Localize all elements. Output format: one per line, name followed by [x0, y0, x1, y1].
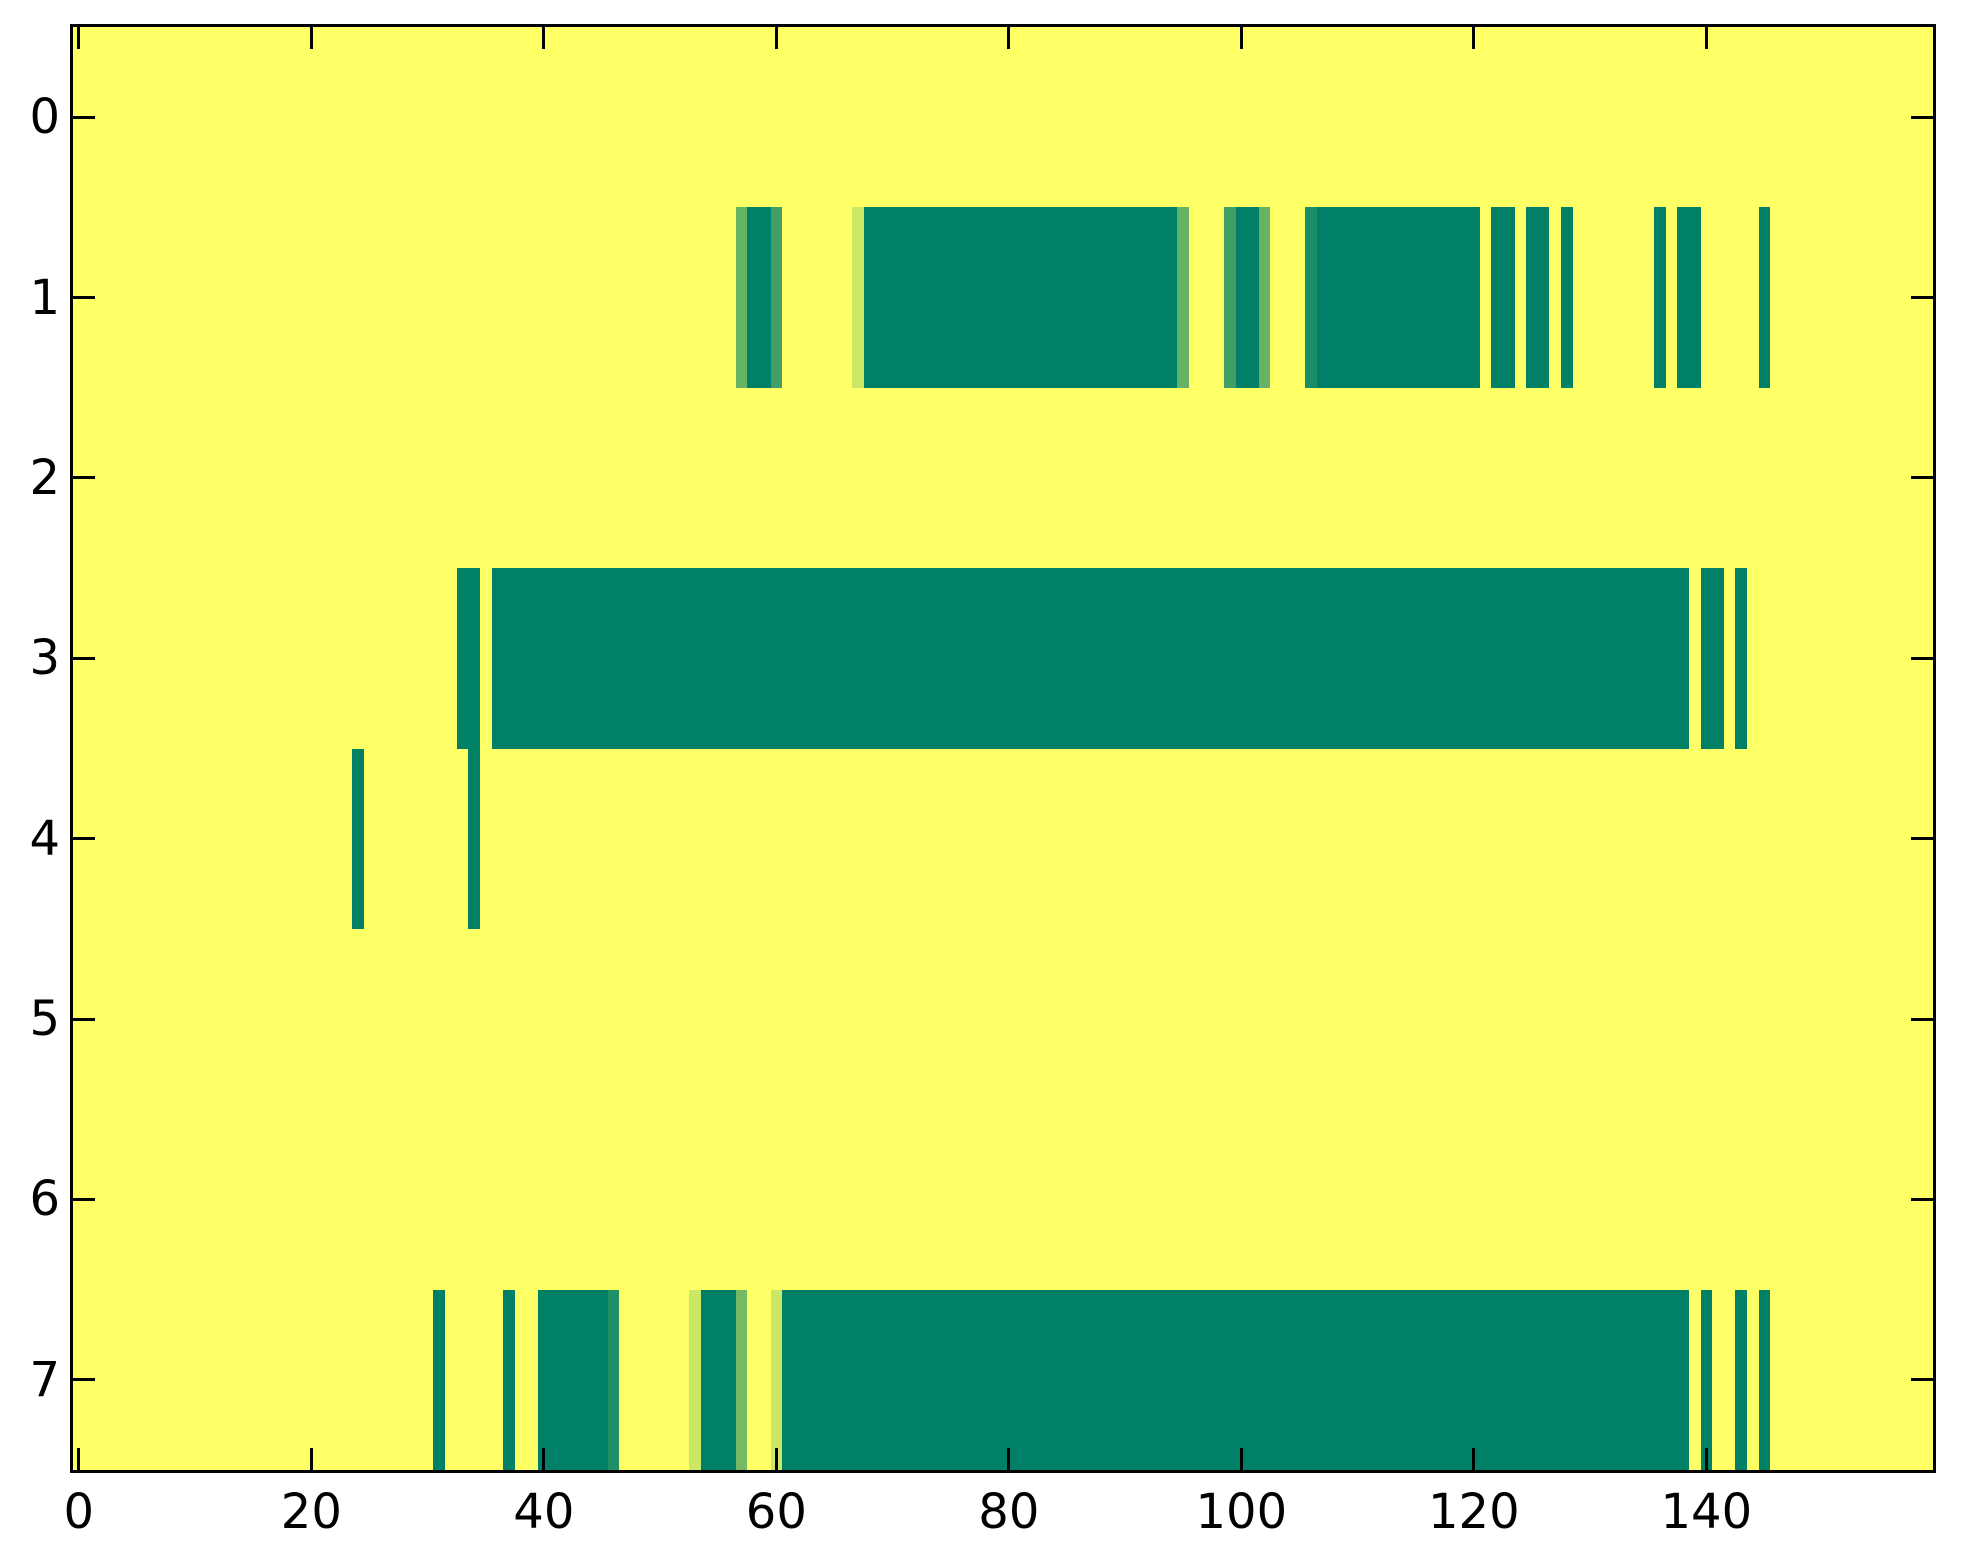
- heatmap-segment: [1758, 207, 1771, 388]
- heatmap-segment: [851, 207, 864, 388]
- x-tick-label-140: 140: [1660, 1484, 1753, 1540]
- heatmap-segment: [1758, 1289, 1771, 1470]
- y-tick-label-4: 4: [29, 810, 60, 867]
- heatmap-segment: [1561, 207, 1573, 388]
- heatmap-segment: [1258, 207, 1271, 388]
- heatmap-segment: [1677, 207, 1701, 388]
- y-tick-left: [73, 1017, 95, 1021]
- heatmap-row-3: [73, 568, 1933, 749]
- heatmap-row-0: [73, 27, 1933, 207]
- x-tick-bottom: [77, 1448, 81, 1470]
- heatmap-segment: [863, 207, 1178, 388]
- heatmap-segment: [352, 748, 364, 929]
- y-tick-left: [73, 1197, 95, 1201]
- x-tick-top: [309, 27, 313, 49]
- y-tick-label-1: 1: [29, 269, 60, 326]
- heatmap-segment: [1700, 568, 1724, 749]
- heatmap-segment: [689, 1289, 701, 1470]
- heatmap-segment: [491, 568, 1689, 749]
- heatmap-segment: [770, 1289, 783, 1470]
- x-tick-bottom: [1239, 1448, 1243, 1470]
- heatmap-segment: [782, 1289, 1689, 1470]
- heatmap-segment: [770, 207, 783, 388]
- x-tick-top: [1239, 27, 1243, 49]
- y-tick-left: [73, 115, 95, 119]
- heatmap-segment: [503, 1289, 515, 1470]
- heatmap-segment: [747, 207, 771, 388]
- x-tick-top: [1472, 27, 1476, 49]
- heatmap-segment: [1235, 207, 1259, 388]
- heatmap-segment: [1735, 568, 1747, 749]
- heatmap-segment: [1223, 207, 1236, 388]
- x-tick-label-40: 40: [513, 1484, 575, 1540]
- heatmap-segment: [1491, 207, 1515, 388]
- y-tick-left: [73, 837, 95, 841]
- x-tick-top: [77, 27, 81, 49]
- heatmap-segment: [468, 748, 480, 929]
- heatmap-row-5: [73, 929, 1933, 1109]
- plot-area: [70, 24, 1936, 1473]
- x-tick-bottom: [774, 1448, 778, 1470]
- heatmap-segment: [1177, 207, 1189, 388]
- x-tick-top: [542, 27, 546, 49]
- heatmap-segment: [1735, 1289, 1747, 1470]
- y-tick-label-7: 7: [29, 1351, 60, 1408]
- x-tick-label-0: 0: [63, 1484, 95, 1540]
- y-tick-label-3: 3: [29, 630, 60, 687]
- y-tick-right: [1911, 1197, 1933, 1201]
- heatmap-segment: [700, 1289, 736, 1470]
- y-tick-left: [73, 296, 95, 300]
- x-tick-label-100: 100: [1195, 1484, 1288, 1540]
- x-tick-top: [1704, 27, 1708, 49]
- heatmap-segment: [1305, 207, 1317, 388]
- x-tick-bottom: [542, 1448, 546, 1470]
- y-tick-left: [73, 656, 95, 660]
- y-tick-right: [1911, 296, 1933, 300]
- y-tick-left: [73, 1378, 95, 1382]
- heatmap-segment: [1316, 207, 1480, 388]
- x-tick-label-60: 60: [745, 1484, 807, 1540]
- heatmap-segment: [735, 207, 748, 388]
- y-tick-right: [1911, 656, 1933, 660]
- y-tick-right: [1911, 1017, 1933, 1021]
- heatmap-segment: [607, 1289, 620, 1470]
- x-tick-bottom: [1472, 1448, 1476, 1470]
- heatmap-row-4: [73, 748, 1933, 929]
- heatmap-segment: [456, 568, 480, 749]
- y-tick-label-5: 5: [29, 991, 60, 1048]
- y-tick-right: [1911, 115, 1933, 119]
- x-tick-bottom: [309, 1448, 313, 1470]
- heatmap-segment: [538, 1289, 608, 1470]
- heatmap-row-1: [73, 207, 1933, 388]
- x-tick-label-80: 80: [978, 1484, 1040, 1540]
- x-tick-label-120: 120: [1428, 1484, 1520, 1540]
- y-tick-label-2: 2: [29, 449, 60, 506]
- x-tick-top: [1007, 27, 1011, 49]
- y-tick-left: [73, 476, 95, 480]
- heatmap-segment: [433, 1289, 445, 1470]
- heatmap-row-7: [73, 1289, 1933, 1470]
- x-tick-bottom: [1704, 1448, 1708, 1470]
- y-tick-label-0: 0: [29, 89, 60, 146]
- y-tick-right: [1911, 1378, 1933, 1382]
- heatmap-segment: [735, 1289, 748, 1470]
- x-tick-bottom: [1007, 1448, 1011, 1470]
- heatmap-segment: [1526, 207, 1550, 388]
- x-tick-top: [774, 27, 778, 49]
- heatmap-row-6: [73, 1109, 1933, 1289]
- heatmap-segment: [1700, 1289, 1713, 1470]
- y-tick-right: [1911, 837, 1933, 841]
- heatmap-row-2: [73, 388, 1933, 568]
- y-tick-label-6: 6: [29, 1171, 60, 1228]
- y-tick-right: [1911, 476, 1933, 480]
- x-tick-label-20: 20: [280, 1484, 342, 1540]
- heatmap-segment: [1654, 207, 1666, 388]
